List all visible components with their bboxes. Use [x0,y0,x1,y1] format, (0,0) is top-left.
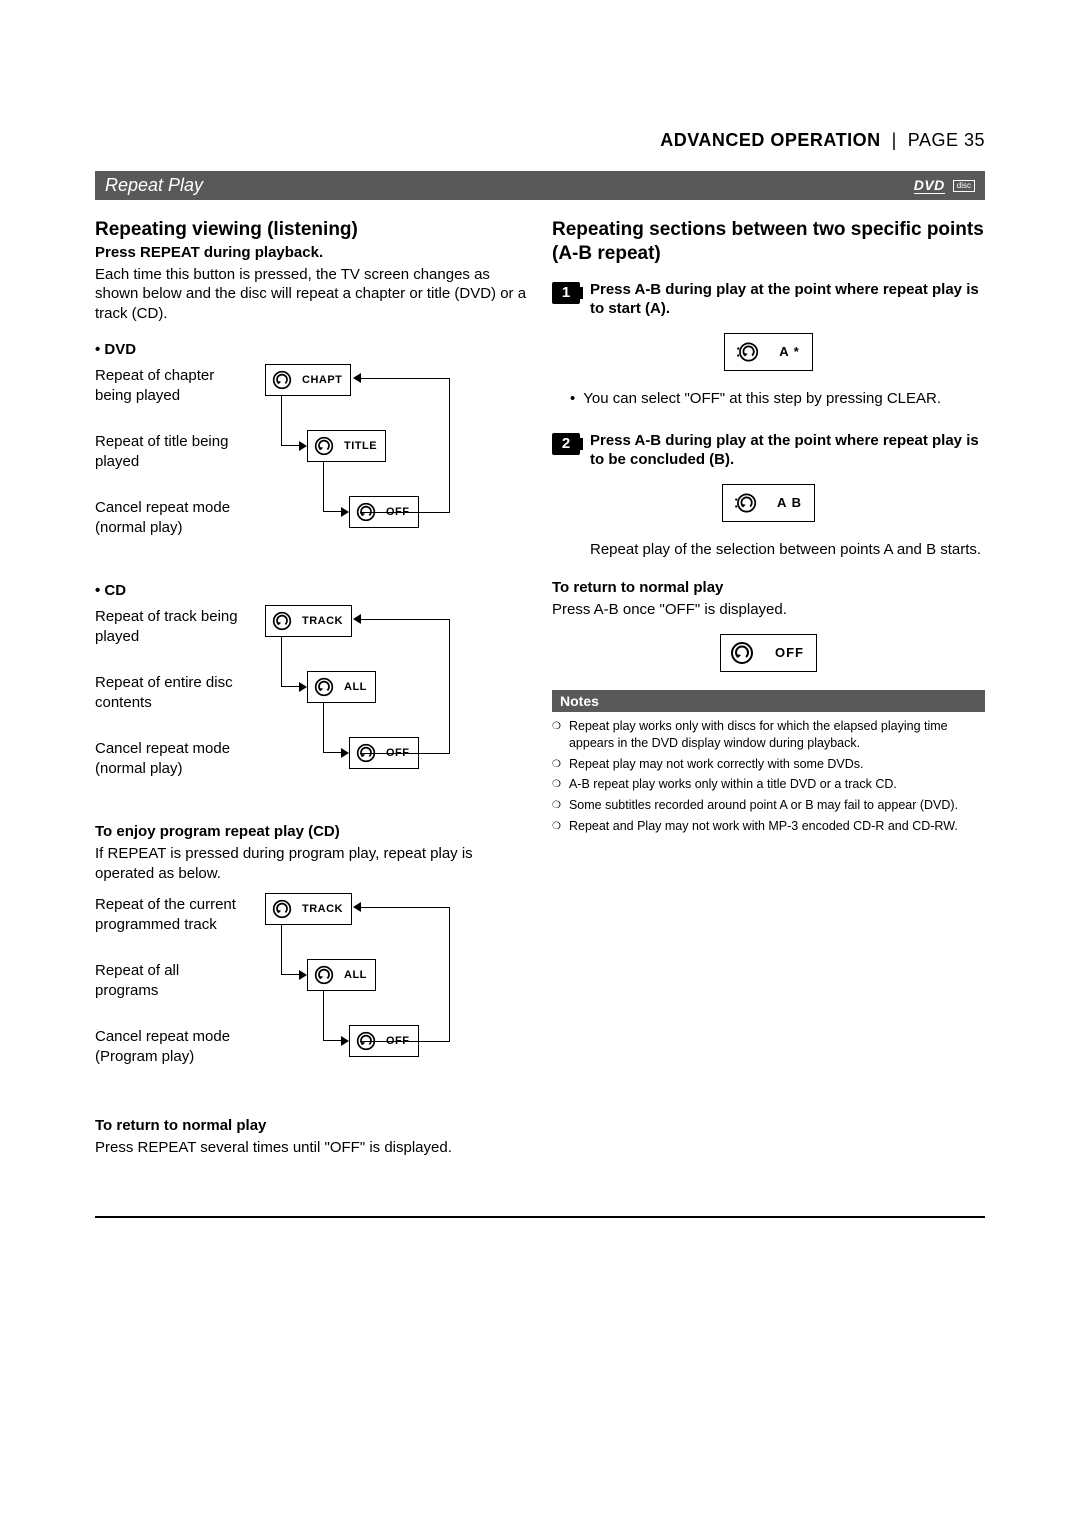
dvd-row-desc: Repeat of title being played [95,430,245,496]
footer-rule [95,1216,985,1218]
cd-row-desc: Repeat of entire disc contents [95,671,245,737]
note-text: Repeat play works only with discs for wh… [569,718,985,752]
page-number: PAGE 35 [908,130,985,150]
note-text: Repeat and Play may not work with MP-3 e… [569,818,958,835]
prog-row-desc: Cancel repeat mode (Program play) [95,1025,245,1066]
repeat-ab-icon [731,490,757,516]
step-text: Press A-B during play at the point where… [590,280,985,319]
repeat-icon [314,677,334,697]
left-return-para: Press REPEAT several times until "OFF" i… [95,1138,528,1158]
repeat-ab-icon [733,339,759,365]
prog-row-desc: Repeat of the current programmed track [95,893,245,959]
repeat-icon [314,436,334,456]
mode-box-track: TRACK [265,893,352,925]
bullet-text: You can select "OFF" at this step by pre… [583,389,941,409]
display-text: OFF [763,645,816,660]
step-number-badge: 2 [552,433,580,455]
cd-logo-icon: disc [953,180,975,192]
note-text: A-B repeat play works only within a titl… [569,776,897,793]
left-return-head: To return to normal play [95,1117,528,1134]
display-text: A B [765,495,814,510]
note-marker-icon: ❍ [552,718,561,752]
dvd-row-desc: Cancel repeat mode (normal play) [95,496,245,537]
left-intro: Each time this button is pressed, the TV… [95,265,528,324]
dvd-diagram: CHAPT TITLE OFF [265,364,419,564]
prog-row-desc: Repeat of all programs [95,959,245,1025]
mode-box-track: TRACK [265,605,352,637]
bullet-icon: • [570,389,575,409]
page-header: ADVANCED OPERATION | PAGE 35 [95,130,985,151]
title-bar: Repeat Play DVD disc [95,171,985,200]
cd-diagram: TRACK ALL OFF [265,605,419,805]
right-heading: Repeating sections between two specific … [552,218,985,266]
dvd-label: • DVD [95,341,528,358]
repeat-icon [272,370,292,390]
dvd-logo-icon: DVD [914,177,945,194]
bullet-row: • You can select "OFF" at this step by p… [552,389,985,409]
mode-label: TRACK [298,903,351,915]
note-marker-icon: ❍ [552,756,561,773]
display-box-a: A * [724,333,813,371]
note-row: ❍ Repeat play may not work correctly with… [552,756,985,773]
note-row: ❍ Repeat and Play may not work with MP-3 … [552,818,985,835]
note-marker-icon: ❍ [552,797,561,814]
notes-heading: Notes [552,690,985,712]
section-name: ADVANCED OPERATION [660,130,880,150]
display-box-ab: A B [722,484,815,522]
right-return-para: Press A-B once "OFF" is displayed. [552,600,985,620]
after-step2-text: Repeat play of the selection between poi… [552,540,985,560]
left-column: Repeating viewing (listening) Press REPE… [95,212,528,1176]
step-1: 1 Press A-B during play at the point whe… [552,280,985,319]
cd-label: • CD [95,582,528,599]
repeat-icon [730,641,754,665]
prog-head: To enjoy program repeat play (CD) [95,823,528,840]
note-text: Repeat play may not work correctly with … [569,756,864,773]
step-2: 2 Press A-B during play at the point whe… [552,431,985,470]
repeat-icon [272,899,292,919]
left-subhead: Press REPEAT during playback. [95,244,528,261]
mode-box-chapt: CHAPT [265,364,351,396]
dvd-row-desc: Repeat of chapter being played [95,364,245,430]
cd-row-desc: Repeat of track being played [95,605,245,671]
mode-label: TRACK [298,615,351,627]
note-marker-icon: ❍ [552,776,561,793]
note-text: Some subtitles recorded around point A o… [569,797,958,814]
cd-row-desc: Cancel repeat mode (normal play) [95,737,245,778]
repeat-icon [272,611,292,631]
display-text: A * [767,344,812,359]
note-row: ❍ A-B repeat play works only within a tit… [552,776,985,793]
title-text: Repeat Play [105,175,203,196]
display-box-off: OFF [720,634,817,672]
mode-label: CHAPT [298,374,350,386]
right-return-head: To return to normal play [552,579,985,596]
step-text: Press A-B during play at the point where… [590,431,985,470]
note-marker-icon: ❍ [552,818,561,835]
note-row: ❍Repeat play works only with discs for w… [552,718,985,752]
note-row: ❍ Some subtitles recorded around point A … [552,797,985,814]
step-number-badge: 1 [552,282,580,304]
prog-para: If REPEAT is pressed during program play… [95,844,528,883]
right-column: Repeating sections between two specific … [552,212,985,1176]
repeat-icon [314,965,334,985]
prog-diagram: TRACK ALL OFF [265,893,419,1093]
left-heading: Repeating viewing (listening) [95,218,528,242]
